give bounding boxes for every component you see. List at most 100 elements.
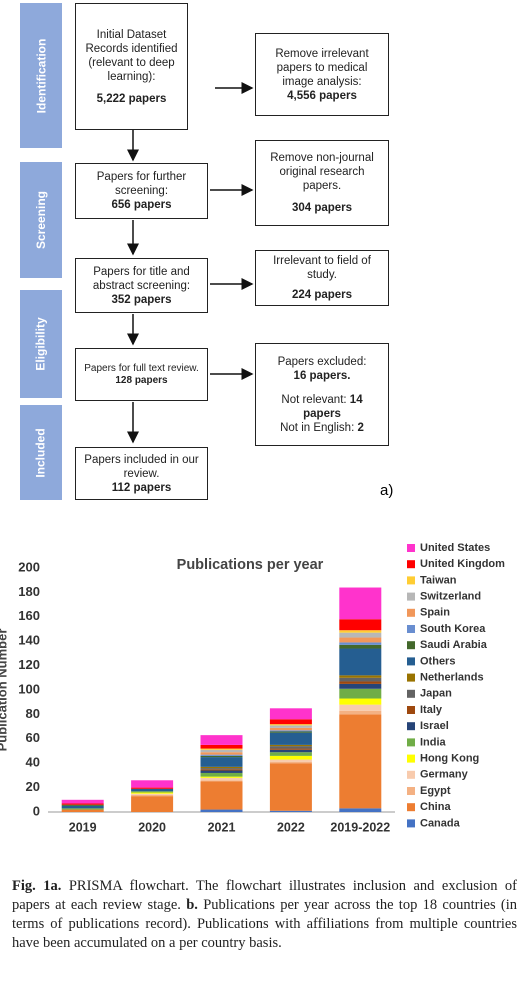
legend-swatch bbox=[407, 592, 415, 601]
box-count: 5,222 papers bbox=[96, 92, 167, 105]
bar-segment bbox=[339, 675, 382, 678]
stage-label: Included bbox=[20, 405, 62, 500]
bar-segment bbox=[269, 763, 312, 811]
bar-segment bbox=[269, 732, 312, 745]
bar-segment bbox=[61, 799, 104, 804]
bar-segment bbox=[200, 754, 243, 756]
box-count: 656 papers bbox=[111, 199, 172, 211]
box-text: Papers excluded: bbox=[277, 355, 367, 368]
box-count: 112 papers bbox=[111, 481, 172, 494]
caption-label: Fig. 1a. bbox=[12, 878, 62, 894]
legend-label: Saudi Arabia bbox=[420, 639, 488, 651]
exclusion-box: Remove irrelevant papers to medical imag… bbox=[255, 33, 389, 116]
bar-segment bbox=[131, 788, 174, 792]
y-tick-label: 200 bbox=[18, 559, 40, 574]
x-tick-label: 2021 bbox=[208, 820, 236, 834]
bar-segment bbox=[269, 752, 312, 756]
x-tick-label: 2019-2022 bbox=[330, 820, 390, 834]
legend-swatch bbox=[407, 722, 415, 731]
legend-label: Israel bbox=[420, 720, 449, 732]
box-text: Remove non-journal original research pap… bbox=[270, 152, 374, 192]
bar-segment bbox=[200, 757, 243, 767]
bar-segment bbox=[131, 791, 174, 793]
y-tick-label: 40 bbox=[26, 755, 40, 770]
bar-segment bbox=[200, 755, 243, 758]
bar-segment bbox=[339, 681, 382, 684]
bar-segment bbox=[339, 698, 382, 705]
flow-box: Papers included in our review. 112 papers bbox=[75, 447, 208, 500]
arrows bbox=[127, 82, 254, 444]
bar-segment bbox=[339, 808, 382, 812]
legend-label: India bbox=[420, 736, 447, 748]
legend-label: United States bbox=[420, 542, 490, 554]
box-count: 352 papers bbox=[111, 293, 172, 306]
reason-count: 14 papers bbox=[303, 393, 363, 420]
bar-segment bbox=[269, 749, 312, 753]
box-text: Remove irrelevant papers to medical imag… bbox=[275, 47, 369, 88]
bar-segment bbox=[269, 761, 312, 764]
flow-box: Papers for title and abstract screening:… bbox=[75, 258, 208, 313]
bar-segment bbox=[200, 776, 243, 778]
flow-box: Papers for further screening: 656 papers bbox=[75, 163, 208, 219]
bar-segment bbox=[339, 587, 382, 620]
bar-segment bbox=[200, 809, 243, 812]
bar-segment bbox=[269, 748, 312, 750]
box-count: 224 papers bbox=[291, 289, 353, 301]
box-count: 304 papers bbox=[291, 202, 353, 214]
legend-label: Switzerland bbox=[420, 591, 481, 603]
exclusion-box: Irrelevant to field of study. 224 papers bbox=[255, 250, 389, 306]
legend-label: Germany bbox=[420, 769, 469, 781]
bar-segment bbox=[269, 719, 312, 725]
bar-segment bbox=[339, 630, 382, 633]
caption-text: PRISMA flowchart. The flowchart illustra… bbox=[12, 878, 518, 913]
legend-label: Netherlands bbox=[420, 672, 484, 684]
y-tick-label: 120 bbox=[18, 657, 40, 672]
bar-segment bbox=[200, 749, 243, 753]
bar-segment bbox=[339, 714, 382, 809]
bar-segment bbox=[269, 708, 312, 720]
bar-segment bbox=[131, 794, 174, 797]
bar-segment bbox=[200, 781, 243, 810]
legend-swatch bbox=[407, 673, 415, 682]
bar-segment bbox=[200, 752, 243, 755]
legend-label: Taiwan bbox=[420, 574, 457, 586]
bar-segment bbox=[339, 648, 382, 676]
legend-swatch bbox=[407, 787, 415, 795]
bar-segment bbox=[339, 683, 382, 689]
legend-swatch bbox=[407, 738, 415, 747]
panel-label: a) bbox=[380, 482, 393, 499]
legend-swatch bbox=[407, 625, 415, 633]
stage-label: Identification bbox=[20, 3, 62, 148]
exclusion-box: Remove non-journal original research pap… bbox=[255, 140, 389, 226]
bar-segment bbox=[200, 748, 243, 750]
legend-swatch bbox=[407, 560, 415, 569]
legend-label: China bbox=[420, 801, 451, 813]
exclusion-box: Papers excluded: 16 papers. Not relevant… bbox=[255, 343, 389, 446]
bar-segment bbox=[131, 780, 174, 788]
reason: Not relevant: 14 papers bbox=[262, 393, 382, 421]
y-axis-label: Publication Number bbox=[0, 629, 9, 752]
legend-swatch bbox=[407, 608, 415, 617]
bar-segment bbox=[269, 744, 312, 747]
chart-title: Publications per year bbox=[177, 557, 324, 573]
legend-swatch bbox=[407, 641, 415, 650]
bar-segment bbox=[339, 642, 382, 645]
y-tick-label: 160 bbox=[18, 608, 40, 623]
legend-swatch bbox=[407, 576, 415, 585]
legend-swatch bbox=[407, 770, 415, 779]
flow-box: Papers for full text review. 128 papers bbox=[75, 348, 208, 401]
bar-segment bbox=[339, 632, 382, 638]
legend-swatch bbox=[407, 754, 415, 763]
legend-label: United Kingdom bbox=[420, 558, 505, 570]
box-text: Papers included in our review. bbox=[84, 453, 199, 480]
x-tick-label: 2019 bbox=[69, 820, 97, 834]
bar-segment bbox=[200, 770, 243, 773]
box-count: 16 papers. bbox=[293, 369, 351, 382]
bar-segment bbox=[200, 768, 243, 770]
bar-segment bbox=[61, 809, 104, 812]
caption: Fig. 1a. PRISMA flowchart. The flowchart… bbox=[12, 877, 517, 953]
bar-segment bbox=[61, 805, 104, 809]
legend-swatch bbox=[407, 819, 415, 828]
legend-swatch bbox=[407, 706, 415, 714]
